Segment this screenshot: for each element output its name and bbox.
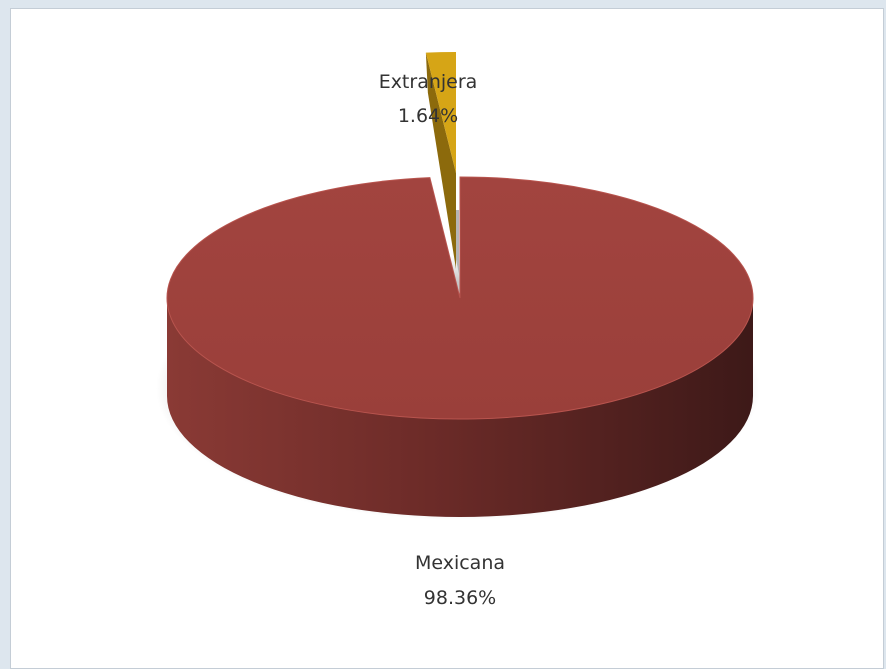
- slice-side-mexicana: [167, 298, 753, 517]
- slice-label-mexicana-name: Mexicana: [415, 552, 505, 574]
- slice-label-mexicana-value: 98.36%: [424, 587, 496, 609]
- slice-label-extranjera-value: 1.64%: [398, 105, 458, 127]
- slice-extranjera[interactable]: [425, 52, 456, 173]
- slice-side-extranjera: [425, 52, 456, 269]
- slice-label-extranjera-name: Extranjera: [379, 71, 478, 93]
- slice-mexicana[interactable]: [166, 176, 754, 420]
